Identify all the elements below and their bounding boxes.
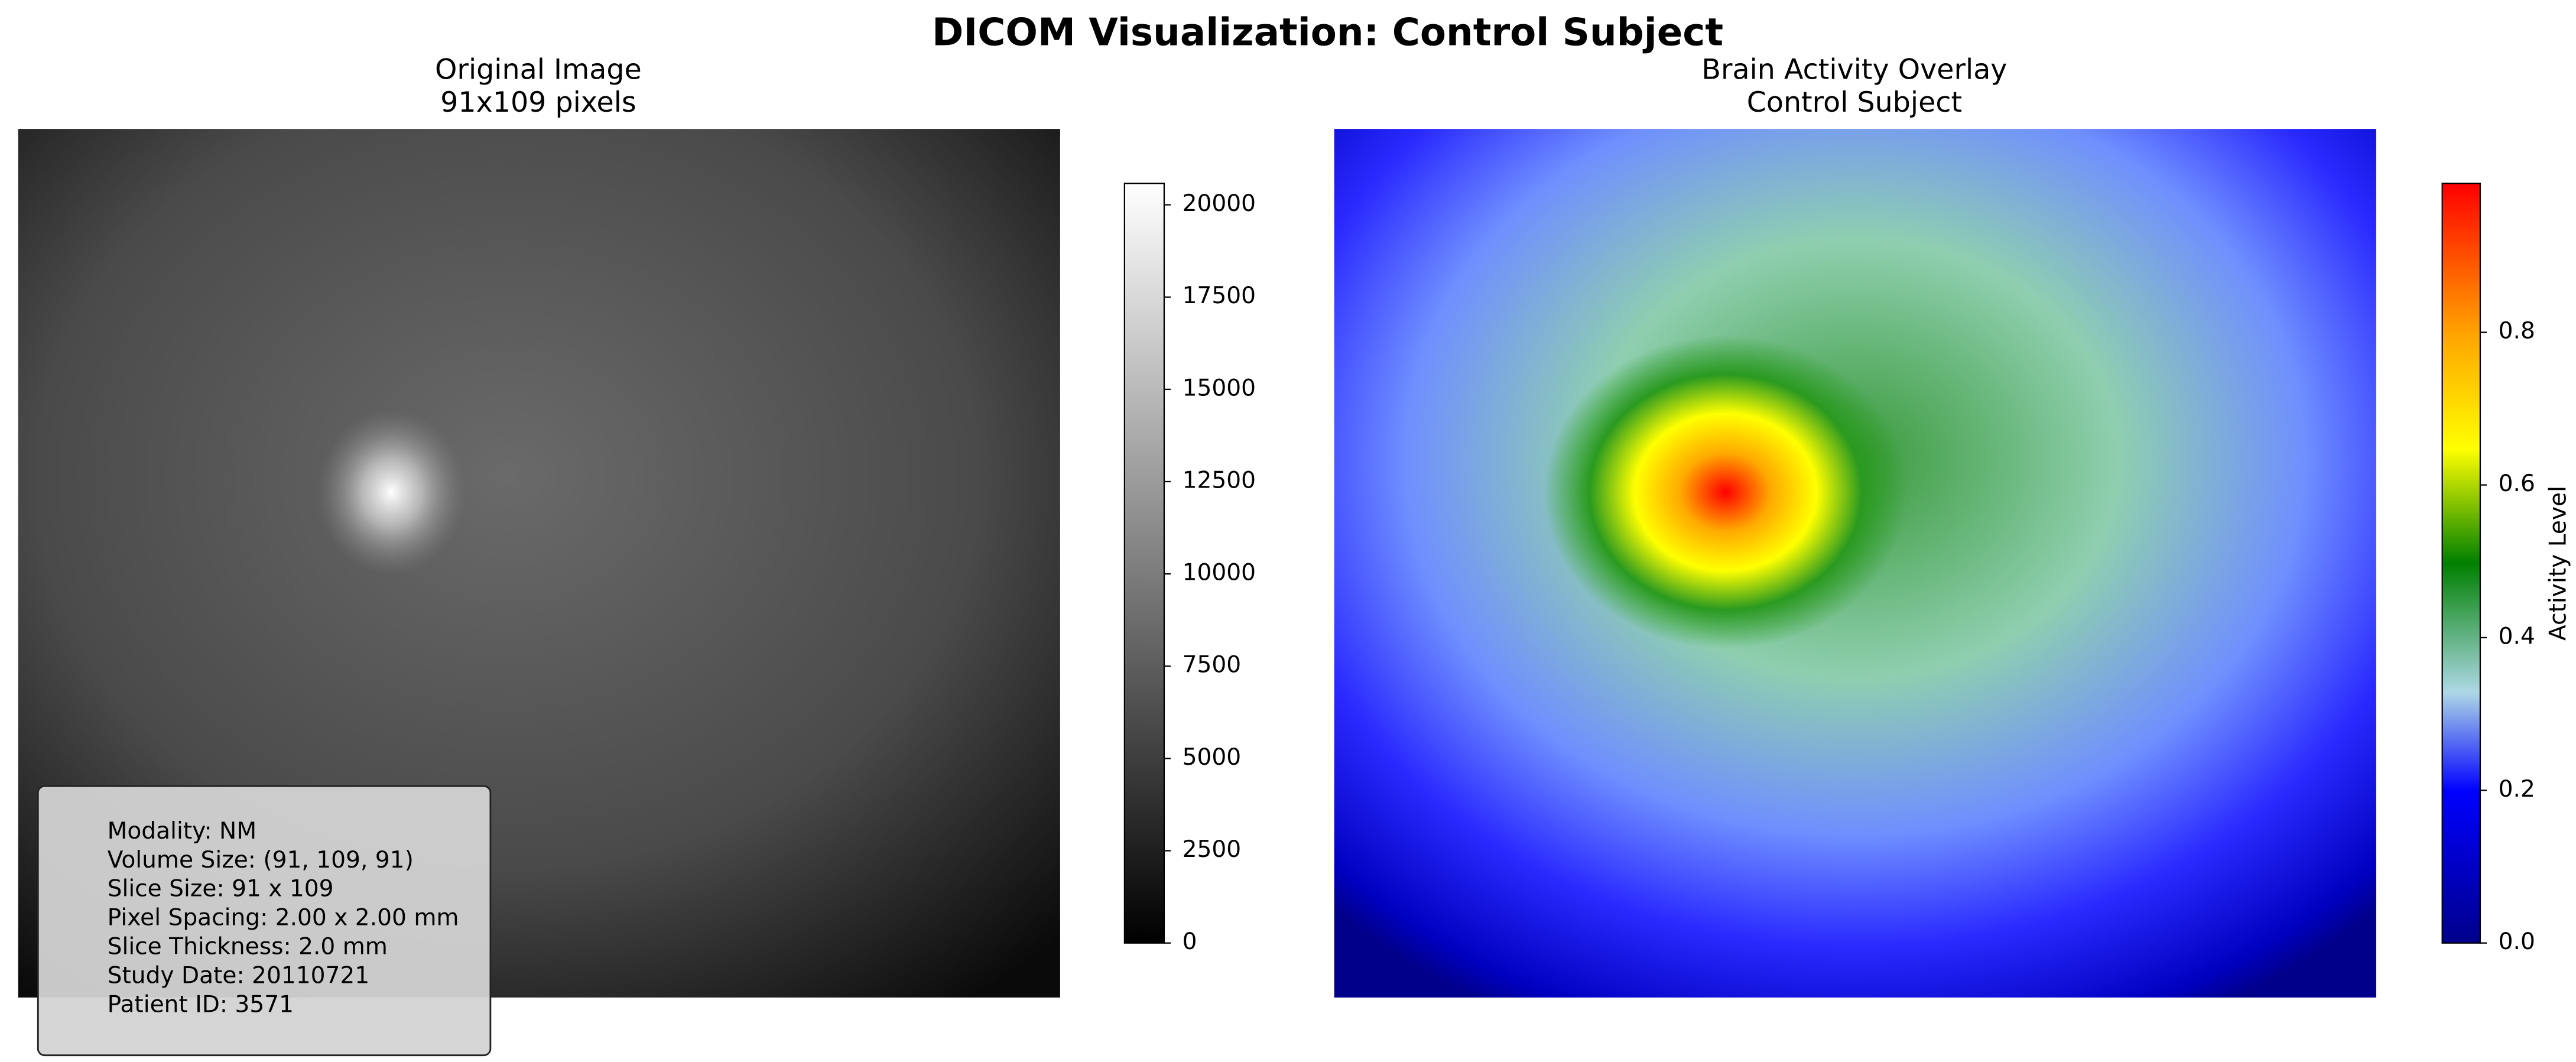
panel-subtitle: Control Subject <box>1747 86 1962 119</box>
tick-label: 0.8 <box>2499 318 2535 345</box>
info-line: Slice Thickness: 2.0 mm <box>108 934 388 960</box>
info-line: Pixel Spacing: 2.00 x 2.00 mm <box>108 905 459 931</box>
colorbar <box>1123 183 1165 944</box>
tick-label: 5000 <box>1183 744 1242 771</box>
tick-label: 20000 <box>1183 190 1256 217</box>
tick-label: 12500 <box>1183 467 1256 493</box>
colorbar-label: Activity Level <box>2545 486 2572 641</box>
tick-label: 0.4 <box>2499 623 2535 649</box>
colorbar <box>2441 183 2481 944</box>
tick-label: 0 <box>1183 928 1197 955</box>
tick-label: 0.0 <box>2499 928 2535 955</box>
tick-label: 0.2 <box>2499 776 2535 803</box>
image-hotspot <box>1544 335 1908 649</box>
tick-label: 15000 <box>1183 375 1256 401</box>
figure-title: DICOM Visualization: Control Subject <box>932 10 1723 54</box>
tick-label: 0.6 <box>2499 470 2535 497</box>
info-line: Study Date: 20110721 <box>108 962 370 989</box>
info-line: Patient ID: 3571 <box>108 991 294 1018</box>
tick-label: 2500 <box>1183 836 1242 863</box>
tick-label: 10000 <box>1183 560 1256 586</box>
image-hotspot <box>317 410 466 575</box>
info-line: Modality: NM <box>108 818 256 845</box>
tick-label: 7500 <box>1183 652 1242 678</box>
tick-label: 17500 <box>1183 282 1256 309</box>
panel-subtitle: 91x109 pixels <box>440 86 636 119</box>
info-box <box>37 785 492 1057</box>
panel-title: Brain Activity Overlay <box>1701 53 2007 86</box>
info-line: Slice Size: 91 x 109 <box>108 876 334 902</box>
panel-title: Original Image <box>435 53 642 86</box>
info-line: Volume Size: (91, 109, 91) <box>108 847 414 873</box>
